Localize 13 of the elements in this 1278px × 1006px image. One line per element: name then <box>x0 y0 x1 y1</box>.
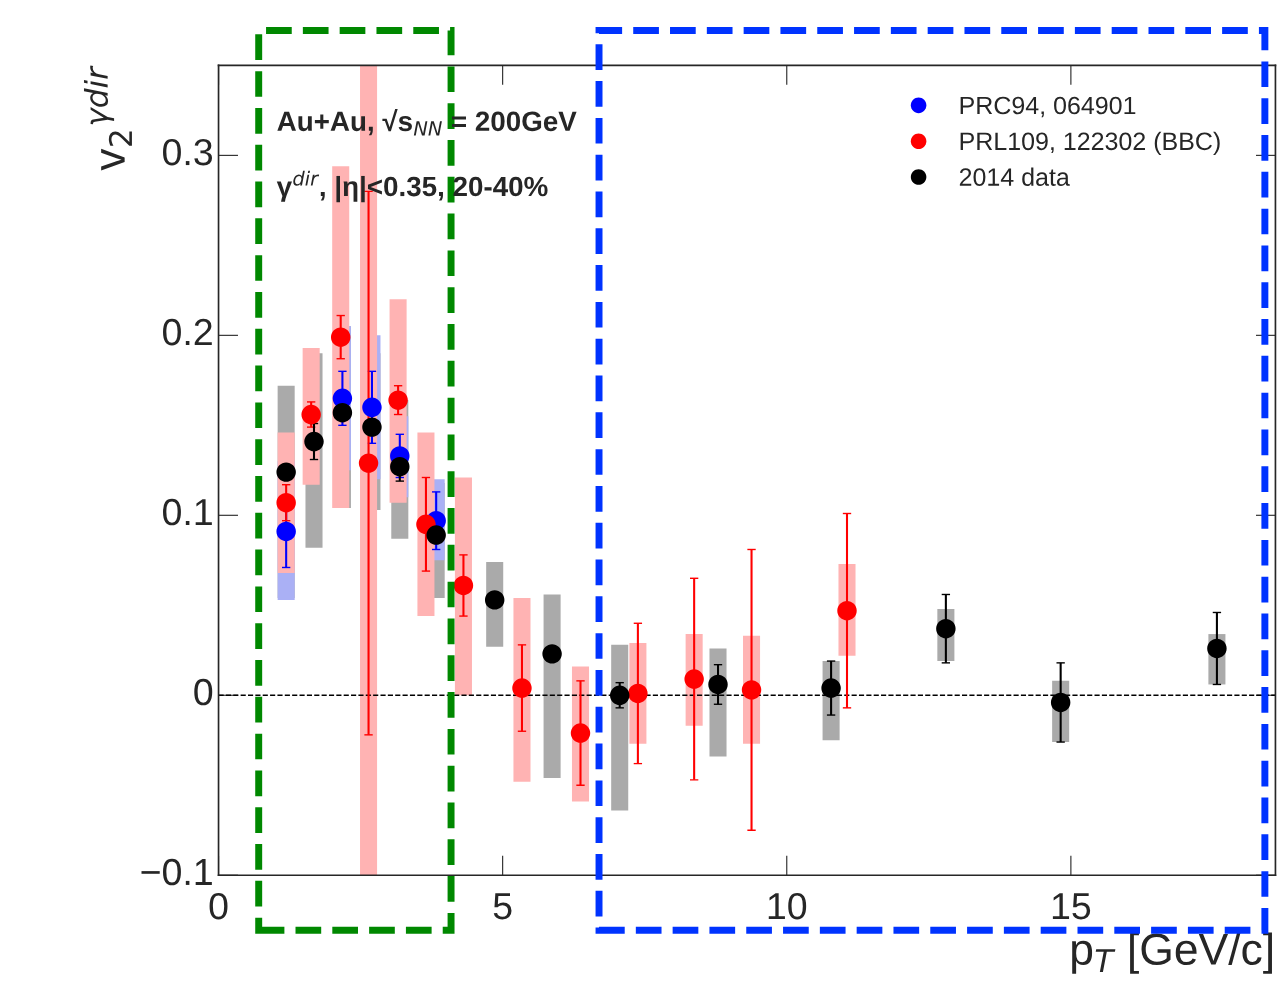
x-tick-label: 10 <box>768 892 807 920</box>
y-tick-label: 0.2 <box>163 318 212 346</box>
x-tick-label: 5 <box>493 893 512 920</box>
y-axis-title: v$_{2}$$^{γdir}$ <box>83 65 132 171</box>
y-tick-label: −0.1 <box>141 858 212 886</box>
y-tick-label: 0.1 <box>163 498 212 526</box>
legend-label: PRL109, 122302 (BBC) <box>960 131 1220 156</box>
x-axis-title: p$_{T}$ [GeV/c] <box>1072 932 1272 974</box>
legend-label: 2014 data <box>959 167 1070 186</box>
x-tick-label: 15 <box>1052 893 1091 920</box>
y-tick-label: 0 <box>194 678 213 706</box>
legend-label: PRC94, 064901 <box>960 96 1136 118</box>
y-tick-label: 0.3 <box>163 138 213 166</box>
